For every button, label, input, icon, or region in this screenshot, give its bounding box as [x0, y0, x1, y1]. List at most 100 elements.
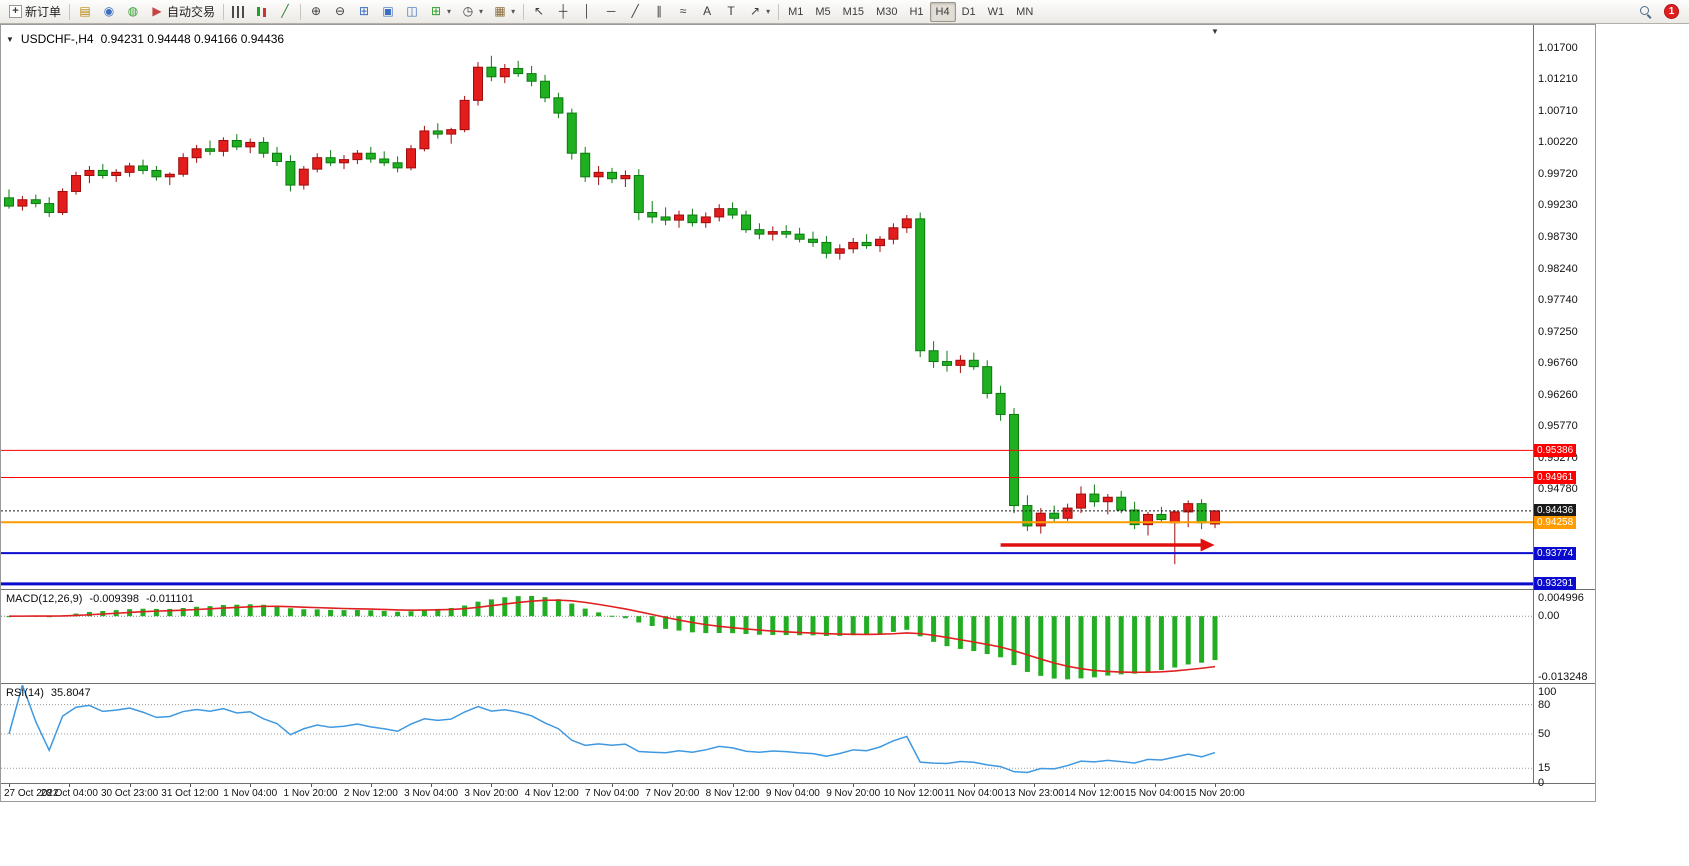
time-label: 27 Oct 2022: [4, 788, 59, 799]
price-tick-label: 1.00710: [1538, 105, 1578, 118]
macd-bar-83: [1118, 616, 1124, 675]
candle-69: [928, 341, 939, 368]
macd-bar-44: [596, 612, 602, 617]
line-chart-icon: ╱: [281, 4, 289, 18]
cursor-button[interactable]: ↖: [527, 2, 551, 22]
candle-32: [432, 123, 443, 139]
timeframe-m5-button[interactable]: M5: [815, 5, 831, 18]
new-chart-button[interactable]: ⊞ ▾: [424, 2, 456, 22]
time-tick: [1215, 784, 1216, 787]
timeframe-h1-button[interactable]: H1: [909, 5, 924, 18]
zoom-in-button[interactable]: ⊕: [304, 2, 328, 22]
candle-45: [607, 167, 617, 184]
time-tick: [491, 784, 493, 787]
market-watch-button[interactable]: ▤: [73, 2, 97, 22]
timeframe-h4-button[interactable]: H4: [929, 1, 956, 22]
new-chart-icon: ⊞: [431, 4, 442, 18]
candle-51: [687, 208, 698, 227]
vertical-line-button[interactable]: │: [575, 2, 599, 22]
rsi-pane[interactable]: RSI(14) 35.8047: [1, 685, 1533, 783]
candle-90: [1210, 510, 1220, 529]
zoom-out-button[interactable]: ⊖: [328, 2, 352, 22]
candle-33: [446, 127, 457, 144]
candle-62: [834, 244, 845, 260]
horizontal-line-button[interactable]: ─: [599, 2, 623, 22]
new-order-button[interactable]: + 新订单: [4, 2, 66, 22]
time-label: 4 Nov 12:00: [524, 788, 579, 799]
macd-bar-88: [1185, 616, 1191, 665]
macd-bar-16: [220, 605, 226, 617]
main-chart-pane[interactable]: ▼ USDCHF-,H4 0.94231 0.94448 0.94166 0.9…: [1, 27, 1533, 589]
pane-separator[interactable]: [1, 683, 1595, 684]
navigator-icon: ◉: [103, 4, 115, 18]
time-label: 1 Nov 04:00: [223, 788, 278, 799]
cursor-icon: ↖: [534, 4, 545, 18]
channel-button[interactable]: ∥: [647, 2, 671, 22]
timeframe-m1-button[interactable]: M1: [788, 5, 804, 18]
tile-windows-button[interactable]: ⊞: [352, 2, 376, 22]
fibonacci-button[interactable]: ≈: [671, 2, 695, 22]
terminal-button[interactable]: ◍: [121, 2, 145, 22]
time-label: 9 Nov 04:00: [765, 788, 820, 799]
dropdown-arrow-icon[interactable]: ▾: [766, 7, 771, 16]
text-label-icon: T: [727, 4, 735, 18]
timeframe-w1-button[interactable]: W1: [987, 5, 1005, 18]
candle-11: [151, 165, 162, 181]
dropdown-arrow-icon[interactable]: ▾: [479, 7, 484, 16]
candle-28: [379, 151, 390, 166]
macd-bar-27: [368, 610, 374, 617]
autotrading-icon: ▶: [152, 4, 162, 18]
search-button[interactable]: [1634, 2, 1657, 22]
dropdown-arrow-icon[interactable]: ▾: [511, 7, 516, 16]
chart-shift-marker[interactable]: ▼: [1211, 27, 1219, 36]
macd-bar-77: [1038, 616, 1044, 676]
timeframe-m30-button[interactable]: M30: [876, 5, 898, 18]
macd-pane[interactable]: MACD(12,26,9) -0.009398 -0.011101: [1, 591, 1533, 683]
macd-bar-55: [743, 616, 749, 634]
line-chart-button[interactable]: ╱: [273, 2, 297, 22]
rsi-axis-label: 80: [1538, 698, 1551, 711]
tile-windows-icon: ⊞: [359, 4, 370, 18]
time-label: 3 Nov 20:00: [464, 788, 519, 799]
candle-40: [540, 74, 550, 103]
periods-button[interactable]: ◷ ▾: [456, 2, 488, 22]
price-label-0.93774: 0.93774: [1534, 546, 1577, 560]
candle-37: [499, 64, 510, 84]
candle-14: [191, 144, 202, 163]
price-axis[interactable]: 1.01700 1.01210 1.00710 1.00220 0.99720 0.992…: [1534, 25, 1596, 801]
text-label-button[interactable]: T: [719, 2, 743, 22]
candle-35: [473, 62, 483, 106]
trendline-button[interactable]: ╱: [623, 2, 647, 22]
templates-button[interactable]: ▦ ▾: [488, 2, 520, 22]
candle-48: [647, 201, 658, 224]
text-button[interactable]: A: [695, 2, 719, 22]
candlestick-chart-button[interactable]: [250, 2, 273, 22]
candle-38: [513, 60, 524, 77]
macd-bar-67: [904, 616, 910, 630]
time-label: 11 Nov 04:00: [944, 788, 1004, 799]
one-click-trading-toggle[interactable]: ▼: [6, 34, 14, 44]
cascade-windows-button[interactable]: ▣: [376, 2, 400, 22]
autotrading-button[interactable]: ▶ 自动交易: [145, 2, 220, 22]
candle-65: [875, 236, 885, 252]
macd-main-value: -0.009398: [89, 593, 139, 605]
trend-arrow-annotation[interactable]: [1000, 538, 1215, 552]
candle-44: [593, 165, 604, 186]
arrange-windows-button[interactable]: ◫: [400, 2, 424, 22]
notification-badge[interactable]: 1: [1664, 4, 1679, 19]
candle-50: [674, 210, 684, 228]
pane-separator[interactable]: [1, 589, 1595, 590]
dropdown-arrow-icon[interactable]: ▾: [447, 7, 452, 16]
time-axis[interactable]: 27 Oct 2022 28 Oct 04:00 30 Oct 23:00 31 Oc…: [1, 783, 1595, 801]
macd-signal-value: -0.011101: [145, 593, 194, 605]
timeframe-m15-button[interactable]: M15: [842, 5, 865, 18]
chart-ohlc-values: 0.94231 0.94448 0.94166 0.94436: [100, 32, 285, 46]
crosshair-button[interactable]: ┼: [551, 2, 575, 22]
time-tick: [853, 784, 855, 787]
bar-chart-button[interactable]: [227, 2, 250, 22]
price-tick-label: 0.94780: [1538, 482, 1578, 495]
arrows-button[interactable]: ↗ ▾: [743, 2, 775, 22]
navigator-button[interactable]: ◉: [97, 2, 121, 22]
timeframe-mn-button[interactable]: MN: [1016, 5, 1034, 18]
timeframe-d1-button[interactable]: D1: [961, 5, 976, 18]
